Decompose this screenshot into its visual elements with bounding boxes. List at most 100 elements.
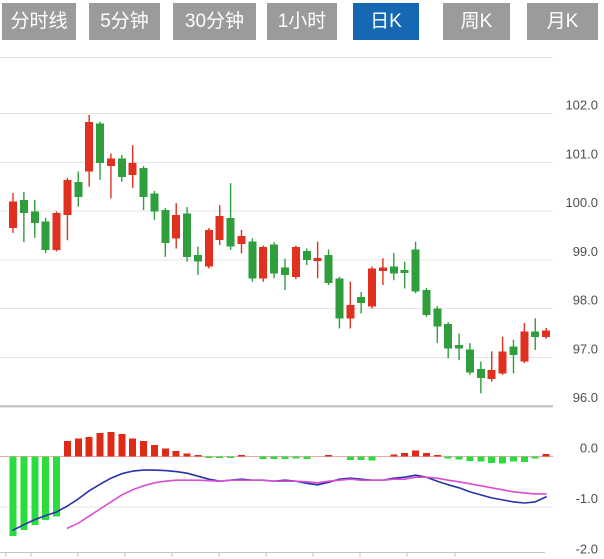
- candle: [411, 241, 420, 294]
- macd-bar-up: [161, 448, 169, 457]
- tab-5min[interactable]: 5分钟: [89, 3, 160, 40]
- candle: [259, 245, 268, 282]
- macd-bar-down: [42, 456, 50, 521]
- macd-tick-label: -2.0: [576, 542, 598, 557]
- macd-bar-up: [390, 454, 398, 457]
- candle: [41, 217, 50, 253]
- candle: [520, 323, 529, 364]
- candle-body: [465, 349, 474, 373]
- macd-bar-up: [129, 438, 137, 457]
- macd-bar-up: [325, 454, 333, 457]
- candle: [85, 114, 94, 187]
- candle: [335, 276, 344, 329]
- candle-body: [433, 308, 442, 327]
- candle: [346, 281, 355, 329]
- macd-bar-down: [531, 456, 539, 459]
- candle-body: [106, 158, 115, 167]
- macd-bar-down: [444, 456, 452, 459]
- candle-body: [444, 324, 453, 349]
- macd-bar-down: [53, 456, 61, 517]
- candle: [455, 333, 464, 361]
- candle: [172, 203, 181, 249]
- candle-body: [281, 267, 289, 275]
- candle-body: [509, 346, 518, 355]
- tab-monthly-k[interactable]: 月K: [527, 3, 598, 40]
- macd-bar-up: [85, 436, 93, 457]
- candle: [542, 328, 551, 339]
- candle-body: [302, 250, 311, 260]
- macd-bar-up: [194, 454, 202, 457]
- macd-bar-up: [401, 452, 409, 457]
- candle: [487, 351, 496, 382]
- price-axis-labels: 102.0 101.0 100.0 99.0 98.0 97.0 96.0: [565, 98, 598, 406]
- candle: [378, 258, 387, 286]
- candle-body: [411, 249, 420, 292]
- candle-body: [324, 254, 333, 284]
- macd-bar-up: [412, 450, 420, 457]
- tab-weekly-k[interactable]: 周K: [443, 3, 510, 40]
- macd-bar-down: [499, 456, 507, 464]
- candle-body: [291, 247, 300, 277]
- candle: [281, 258, 289, 290]
- macd-bar-down: [346, 456, 354, 461]
- macd-bar-up: [118, 433, 126, 457]
- tab-fenshixian[interactable]: 分时线: [2, 3, 76, 40]
- macd-bar-down: [509, 456, 517, 462]
- candle: [237, 230, 246, 254]
- candle-body: [172, 214, 181, 239]
- candle-body: [422, 289, 431, 315]
- macd-bar-down: [477, 456, 485, 462]
- candle-body: [19, 199, 28, 213]
- candle-body: [335, 278, 344, 319]
- macd-bar-down: [216, 456, 224, 459]
- price-tick-label: 96.0: [573, 390, 598, 405]
- candle-body: [128, 163, 137, 175]
- candle: [498, 336, 507, 375]
- candle-body: [161, 210, 170, 244]
- candle-body: [85, 121, 94, 172]
- candle: [193, 246, 202, 275]
- candle: [270, 242, 279, 279]
- candle-body: [183, 213, 192, 257]
- candle: [444, 322, 453, 359]
- candle: [117, 154, 126, 182]
- tab-daily-k[interactable]: 日K: [353, 3, 419, 40]
- candle: [302, 248, 311, 266]
- candle-body: [389, 266, 398, 274]
- macd-bar-up: [63, 440, 71, 457]
- candle: [128, 145, 137, 189]
- macd-bar-down: [227, 456, 235, 459]
- tab-30min[interactable]: 30分钟: [173, 3, 256, 40]
- macd-bar-down: [303, 456, 311, 460]
- candle-body: [74, 181, 83, 197]
- macd-bar-up: [237, 454, 245, 457]
- tab-1hour[interactable]: 1小时: [267, 3, 337, 40]
- macd-bar-down: [520, 456, 528, 463]
- macd-bar-down: [9, 456, 17, 536]
- price-tick-label: 102.0: [565, 98, 598, 113]
- macd-bar-down: [205, 456, 213, 459]
- candle: [389, 252, 398, 281]
- candle-body: [215, 215, 224, 240]
- macd-tick-label: -1.0: [576, 491, 598, 506]
- candle-body: [237, 235, 246, 245]
- candle-body: [346, 305, 355, 319]
- candle: [74, 171, 83, 207]
- macd-bar-up: [140, 440, 148, 457]
- macd-grid: [0, 456, 553, 557]
- macd-dif-line: [12, 469, 547, 532]
- candle-body: [313, 257, 322, 262]
- candle-body: [259, 247, 268, 279]
- candle-body: [542, 330, 551, 337]
- macd-bar-down: [488, 456, 496, 464]
- macd-bar-down: [270, 456, 278, 460]
- macd-bar-down: [368, 456, 376, 461]
- macd-bar-down: [31, 456, 39, 526]
- candle-body: [139, 168, 148, 197]
- macd-dea-line: [66, 476, 547, 530]
- macd-bar-down: [357, 456, 365, 461]
- price-tick-label: 97.0: [573, 341, 598, 356]
- candle-body: [520, 331, 529, 362]
- macd-bar-down: [292, 456, 300, 459]
